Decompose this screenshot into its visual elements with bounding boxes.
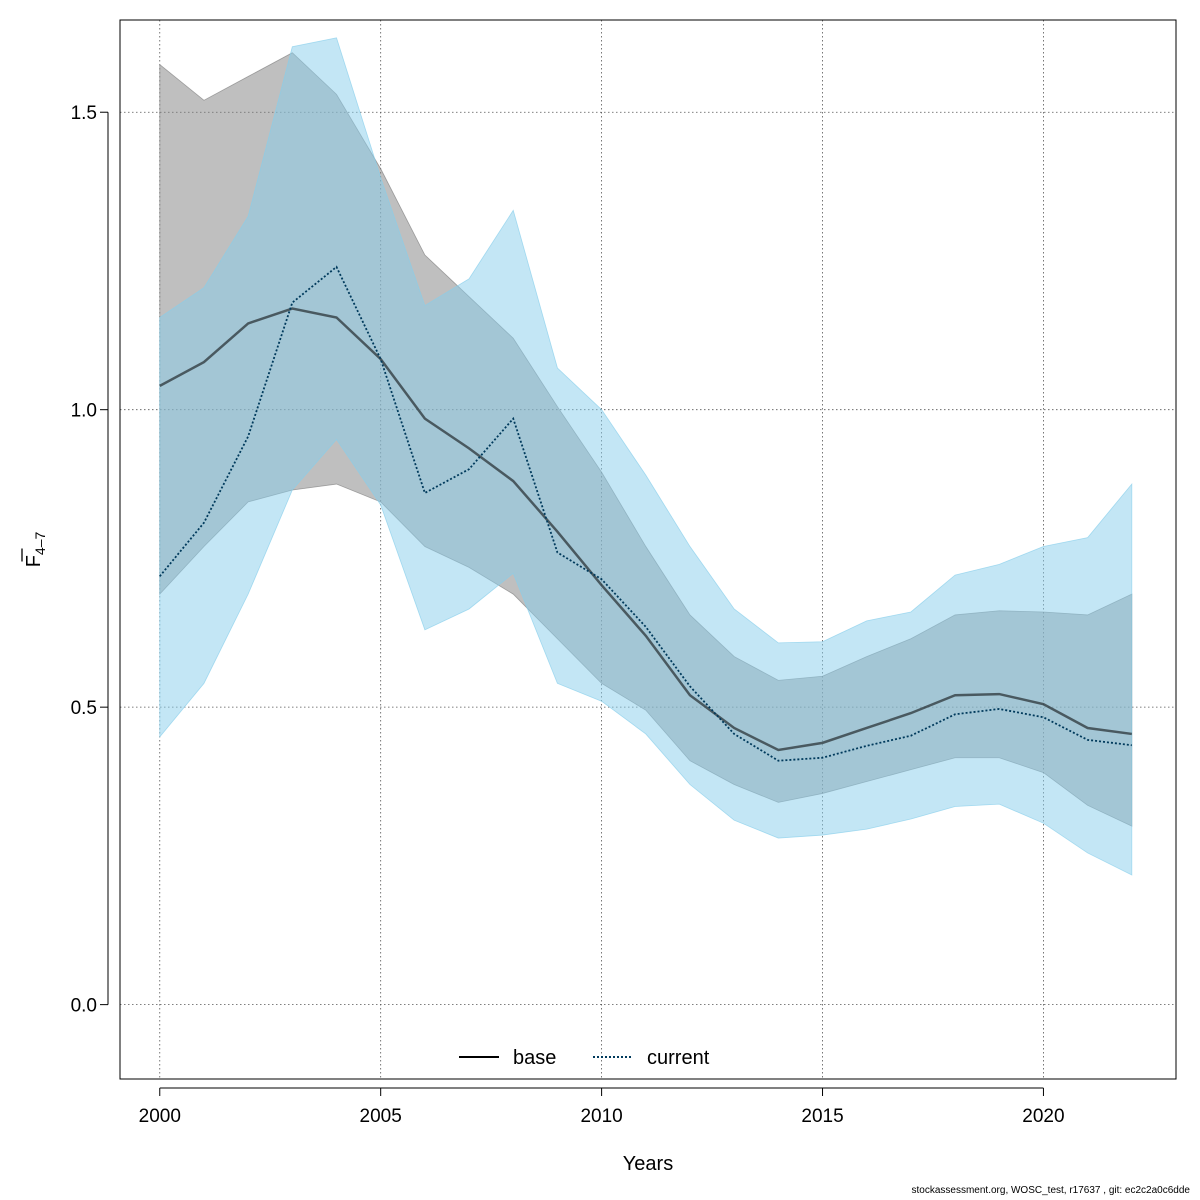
x-tick-label: 2015 <box>801 1106 843 1127</box>
y-tick-label: 1.0 <box>71 401 97 422</box>
legend-label-base: base <box>513 1047 556 1069</box>
y-axis-label: F4–7 <box>21 531 48 567</box>
y-axis-label-main: F <box>23 555 45 567</box>
x-tick-label: 2020 <box>1022 1106 1064 1127</box>
x-tick-label: 2010 <box>580 1106 622 1127</box>
line-base <box>159 307 1132 752</box>
x-tick-label: 2000 <box>139 1106 181 1127</box>
legend-label-current: current <box>647 1047 710 1069</box>
y-axis: 0.0 0.5 1.0 1.5 <box>71 103 109 1017</box>
svg-text:F4–7: F4–7 <box>23 531 48 567</box>
plot-frame <box>119 19 1177 1080</box>
y-tick-label: 0.0 <box>71 996 97 1017</box>
x-axis-label: Years <box>623 1153 673 1175</box>
y-axis-label-subscript: 4–7 <box>32 531 48 555</box>
y-tick-label: 1.5 <box>71 103 97 124</box>
line-current <box>159 265 1132 762</box>
legend: base current <box>459 1047 710 1069</box>
band-current <box>159 37 1133 876</box>
x-axis: 2000 2005 2010 2015 2020 <box>139 1087 1065 1127</box>
y-tick-label: 0.5 <box>71 698 97 719</box>
series-lines <box>159 265 1132 762</box>
footer-credit: stockassessment.org, WOSC_test, r17637 ,… <box>911 1185 1190 1196</box>
confidence-bands <box>159 37 1133 876</box>
x-tick-label: 2005 <box>360 1106 402 1127</box>
